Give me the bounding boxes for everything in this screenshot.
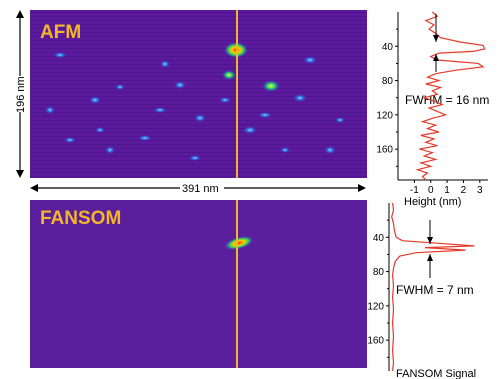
fansom-fwhm-arrowhead [427,237,433,244]
afm-particle [45,106,55,114]
afm-particle [64,137,76,143]
afm-x-tick-label: 3 [477,185,483,196]
afm-y-tick-label: 160 [376,145,393,156]
afm-x-tick-label: 2 [461,185,467,196]
width-scale-label: 391 nm [182,183,219,195]
afm-particle [293,94,307,102]
afm-particle [303,56,317,64]
afm-profile-plot: FWHM = 16 nm Height (nm) 40 80 120 160 -1 0 1 2… [376,11,489,208]
afm-particle [53,52,67,58]
fansom-y-tick-label: 80 [373,267,385,278]
afm-x-tick-label: 0 [428,185,434,196]
fansom-y-tick-label: 120 [367,301,384,312]
afm-green-particle [262,80,280,92]
fansom-fwhm-annotation: FWHM = 7 nm [396,283,474,297]
afm-particle [280,147,290,153]
afm-particle [174,81,186,89]
scale-bar-vertical: 196 nm [13,10,27,178]
afm-particle [115,84,125,90]
afm-particle [219,97,231,103]
fansom-y-tick-label: 160 [367,336,384,347]
afm-particle [89,96,101,104]
afm-particle [335,117,345,123]
afm-particle [95,127,105,133]
fansom-profile-plot: FWHM = 7 nm FANSOM Signal 40 80 120 160 [367,202,476,379]
height-scale-label: 196 nm [15,76,27,113]
scale-bar-horizontal: 391 nm [30,181,366,195]
afm-fwhm-annotation: FWHM = 16 nm [405,93,489,107]
fansom-profile-line [391,202,475,372]
afm-profile-line [415,11,486,181]
fansom-fwhm-arrowhead [427,254,433,261]
afm-profile-xlabel: Height (nm) [404,196,461,208]
afm-particle [153,107,167,113]
afm-small-particle [222,70,236,80]
afm-particle [258,112,272,118]
fansom-hotspot [224,236,254,250]
fansom-y-tick-label: 40 [373,233,385,244]
afm-particle [105,146,115,154]
fansom-label: FANSOM [40,208,121,229]
fansom-image: FANSOM [30,200,367,368]
afm-particles [45,52,345,161]
afm-image: AFM [30,10,367,178]
fansom-profile-xlabel: FANSOM Signal [396,368,476,379]
afm-y-tick-label: 80 [382,76,394,87]
afm-particle [243,126,257,134]
afm-particle [194,114,206,122]
afm-particle [324,146,336,154]
afm-y-tick-label: 40 [382,42,394,53]
afm-x-tick-label: -1 [410,185,419,196]
afm-fwhm-arrowhead [433,54,439,61]
afm-y-tick-label: 120 [376,110,393,121]
afm-particle [138,135,152,141]
afm-particle [189,155,201,161]
afm-x-tick-label: 1 [444,185,450,196]
afm-label: AFM [40,22,81,43]
afm-fwhm-arrowhead [433,35,439,42]
afm-particle [160,60,170,68]
